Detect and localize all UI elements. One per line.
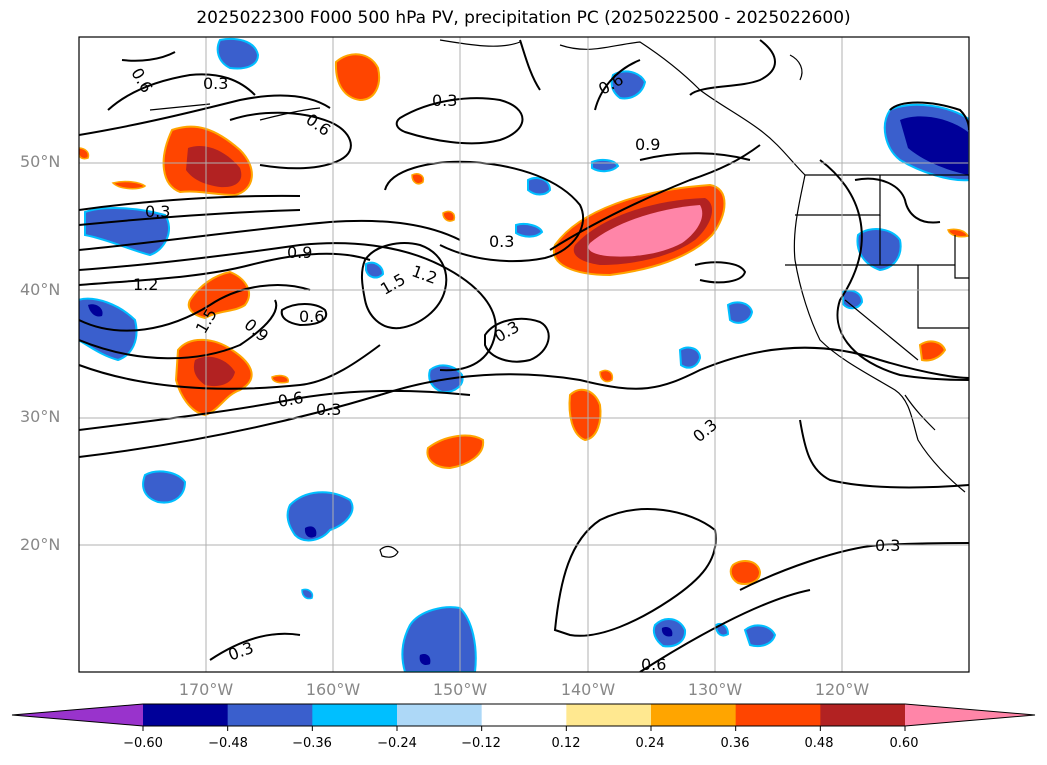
colorbar-tick-label: −0.60 xyxy=(123,736,163,751)
lon-label: 150°W xyxy=(432,680,488,699)
colorbar-bin xyxy=(735,704,821,726)
lon-label: 160°W xyxy=(305,680,361,699)
colorbar xyxy=(11,703,1036,731)
colorbar-tick-label: 0.60 xyxy=(889,736,919,751)
contour-label: 0.9 xyxy=(287,243,312,262)
colorbar-bin xyxy=(397,704,483,726)
colorbar-bin xyxy=(481,704,567,726)
colorbar-bin xyxy=(312,704,398,726)
colorbar-tick-label: 0.12 xyxy=(551,736,581,751)
lon-label: 130°W xyxy=(687,680,743,699)
colorbar-tick-label: 0.48 xyxy=(804,736,834,751)
colorbar-tick-label: 0.24 xyxy=(635,736,665,751)
colorbar-bin xyxy=(820,704,906,726)
lat-label: 40°N xyxy=(20,280,61,299)
colorbar-bin xyxy=(143,704,229,726)
pv-contours xyxy=(79,39,969,672)
map-frame xyxy=(78,36,970,673)
colorbar-bin xyxy=(227,704,313,726)
lon-label: 140°W xyxy=(560,680,616,699)
lon-label: 120°W xyxy=(814,680,870,699)
map-title: 2025022300 F000 500 hPa PV, precipitatio… xyxy=(196,8,851,28)
contour-label: 0.9 xyxy=(635,135,660,154)
contour-label: 0.3 xyxy=(316,400,341,419)
colorbar-tick-label: −0.48 xyxy=(208,736,248,751)
contour-label: 0.3 xyxy=(875,536,900,555)
contour-label: 0.3 xyxy=(203,74,228,93)
coastlines xyxy=(149,39,969,558)
lat-label: 30°N xyxy=(20,407,61,426)
colorbar-tick-label: 0.36 xyxy=(720,736,750,751)
colorbar-tick-label: −0.12 xyxy=(461,736,501,751)
colorbar-extend-high xyxy=(905,704,1035,726)
precip-negative-areas xyxy=(79,37,969,672)
contour-label: 0.3 xyxy=(145,202,170,221)
colorbar-bin xyxy=(566,704,652,726)
graticule xyxy=(79,37,969,672)
contour-label: 0.6 xyxy=(299,307,324,326)
contour-label: 0.6 xyxy=(641,655,666,674)
contour-label: 0.6 xyxy=(276,388,304,411)
lon-label: 170°W xyxy=(178,680,234,699)
contour-label: 1.2 xyxy=(133,275,158,294)
colorbar-tick-label: −0.36 xyxy=(292,736,332,751)
colorbar-tick-label: −0.24 xyxy=(377,736,417,751)
lat-label: 20°N xyxy=(20,535,61,554)
contour-label: 0.3 xyxy=(489,232,514,251)
lat-label: 50°N xyxy=(20,152,61,171)
colorbar-bin xyxy=(651,704,737,726)
precip-positive-areas xyxy=(79,53,969,585)
colorbar-extend-low xyxy=(12,704,143,726)
contour-label: 0.3 xyxy=(432,91,457,110)
